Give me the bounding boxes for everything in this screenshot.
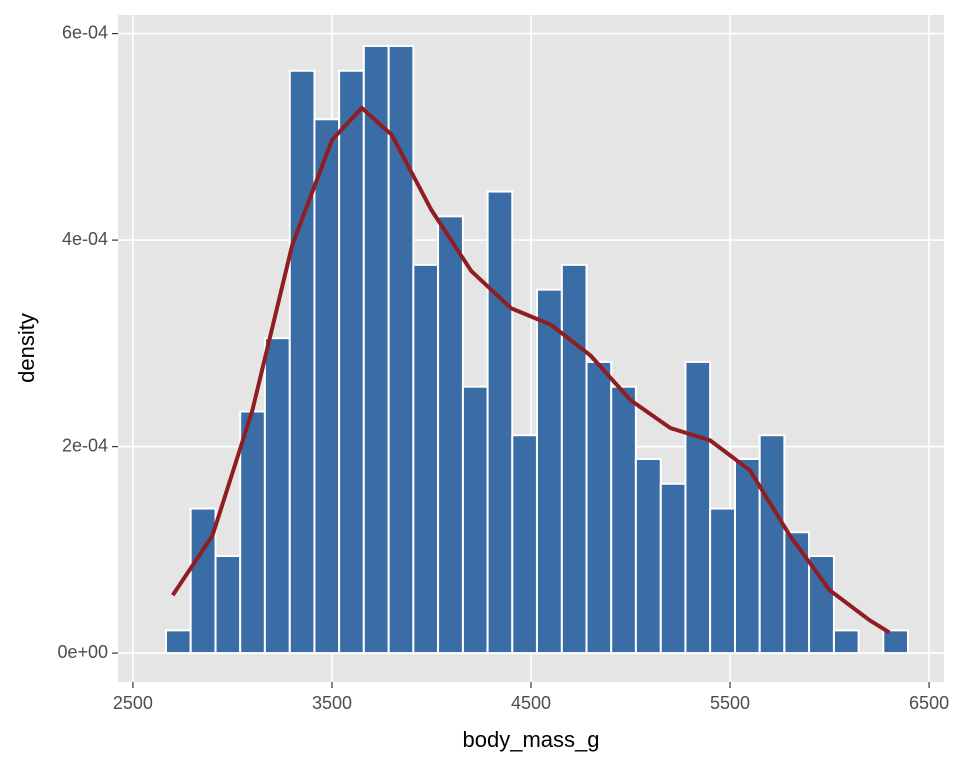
y-tick-label: 0e+00 — [57, 642, 108, 662]
bar — [882, 629, 909, 655]
x-tick-label: 4500 — [511, 693, 551, 713]
bar — [313, 118, 341, 655]
bar — [758, 434, 786, 655]
bar — [808, 555, 835, 655]
x-axis-title: body_mass_g — [463, 727, 600, 752]
bar — [511, 434, 538, 655]
bar — [832, 629, 860, 655]
y-axis-title: density — [14, 313, 39, 383]
x-tick-label: 3500 — [312, 693, 352, 713]
bar — [461, 385, 489, 655]
bar — [634, 457, 662, 655]
bar — [338, 69, 365, 655]
bar — [535, 288, 563, 655]
y-tick-label: 2e-04 — [62, 435, 108, 455]
y-tick-label: 4e-04 — [62, 229, 108, 249]
bar — [239, 410, 266, 655]
bar — [734, 457, 761, 655]
x-tick-label: 6500 — [909, 693, 949, 713]
y-tick-label: 6e-04 — [62, 22, 108, 42]
bar — [412, 263, 440, 655]
x-tick-label: 5500 — [710, 693, 750, 713]
bar — [214, 555, 242, 655]
bar — [684, 360, 712, 655]
bar — [585, 360, 613, 655]
bar — [659, 482, 687, 655]
x-tick-label: 2500 — [113, 693, 153, 713]
bar — [610, 385, 637, 655]
bar — [263, 337, 291, 655]
bar — [783, 531, 811, 655]
bar — [437, 215, 464, 655]
bar — [560, 263, 588, 655]
bar — [709, 507, 737, 655]
bar — [164, 629, 192, 655]
bar — [288, 69, 316, 655]
bar — [486, 190, 514, 655]
density-line — [171, 105, 891, 635]
bar — [362, 44, 390, 655]
bar — [189, 507, 217, 655]
